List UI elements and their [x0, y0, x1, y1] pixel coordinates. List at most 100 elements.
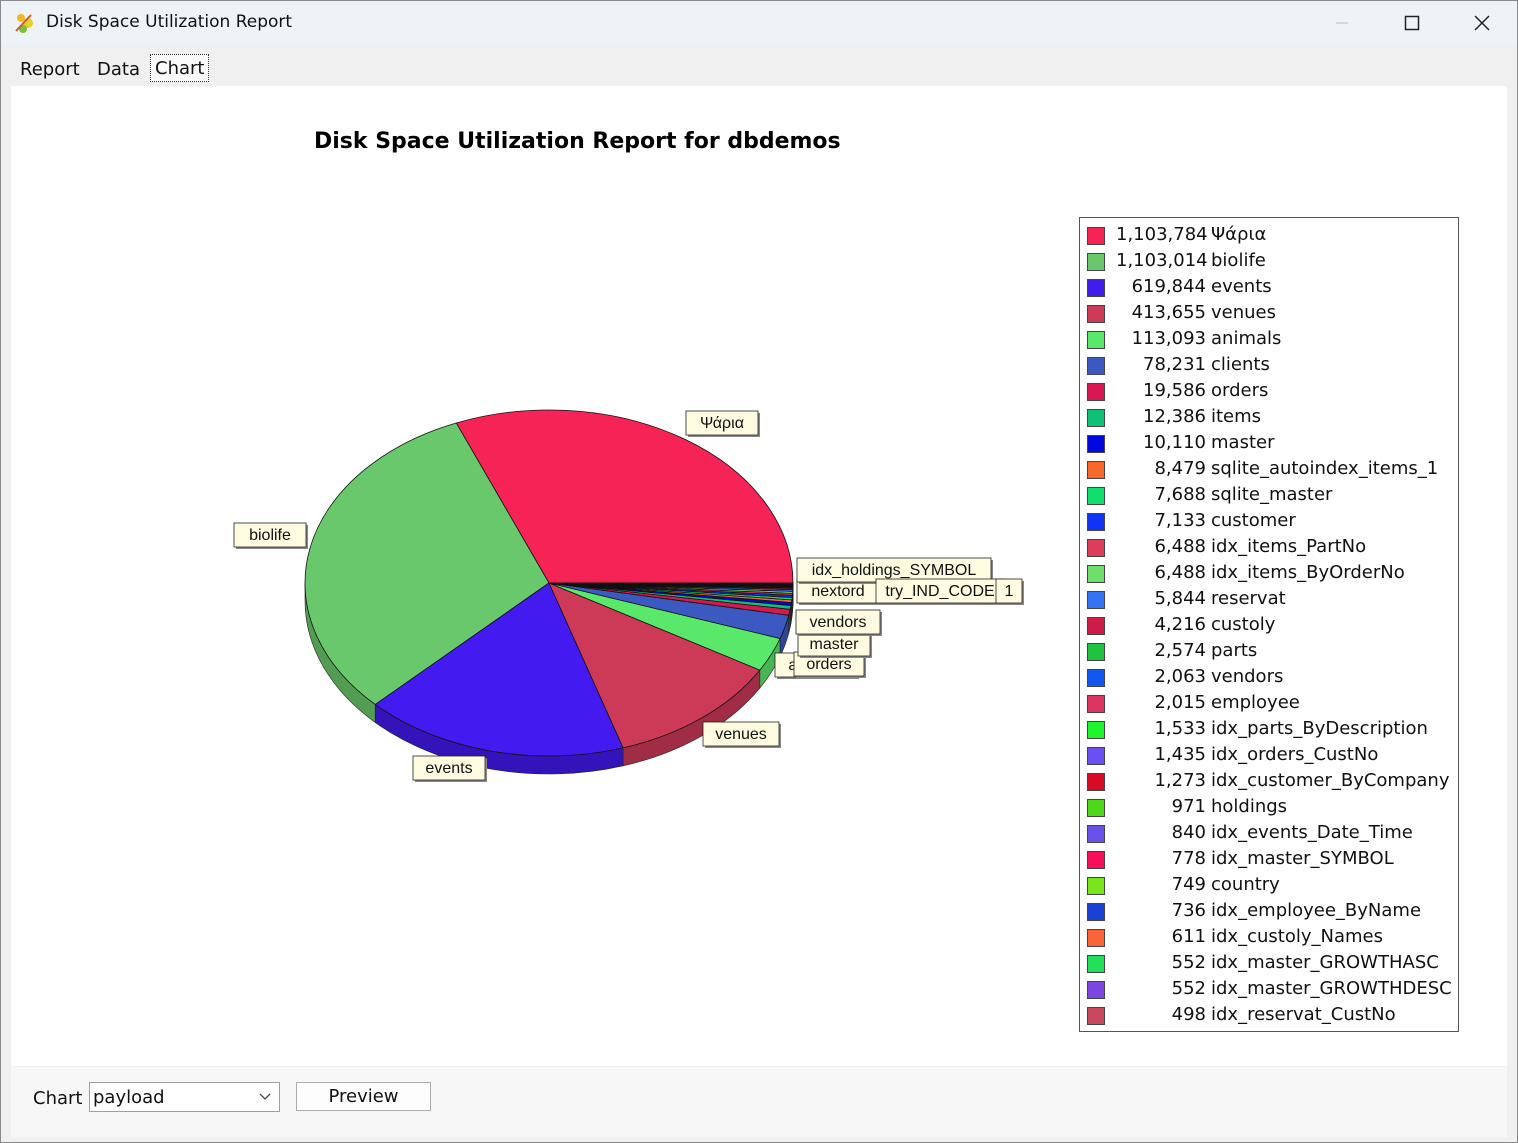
chart-legend: 1,103,784 Ψάρια 1,103,014 biolife 619,844 eve…	[1079, 217, 1459, 1032]
legend-value: 619,844	[1131, 276, 1206, 297]
legend-label: items	[1211, 406, 1262, 427]
legend-item: 78,231 clients	[1080, 351, 1458, 377]
callout-label-9: idx_holdings_SYMBOL	[812, 562, 977, 579]
legend-item: 2,574 parts	[1080, 637, 1458, 663]
legend-swatch	[1087, 669, 1105, 687]
legend-item: 8,479 sqlite_autoindex_items_1	[1080, 455, 1458, 481]
legend-label: clients	[1211, 354, 1270, 375]
legend-label: sqlite_autoindex_items_1	[1211, 458, 1439, 479]
legend-value: 113,093	[1131, 328, 1206, 349]
legend-value: 7,688	[1154, 484, 1206, 505]
window-title: Disk Space Utilization Report	[46, 12, 293, 32]
legend-swatch	[1087, 1007, 1105, 1025]
callout-label-10: try_IND_CODE	[885, 583, 994, 600]
tab-report[interactable]: Report	[20, 58, 80, 80]
legend-value: 749	[1171, 874, 1206, 895]
legend-value: 611	[1171, 926, 1206, 947]
callout-0: Ψάρια	[685, 410, 760, 437]
legend-value: 1,533	[1154, 718, 1206, 739]
legend-swatch	[1087, 435, 1105, 453]
legend-value: 552	[1171, 978, 1206, 999]
legend-swatch	[1087, 955, 1105, 973]
callout-2: events	[412, 755, 487, 782]
tab-chart[interactable]: Chart	[150, 54, 210, 82]
legend-item: 2,015 employee	[1080, 689, 1458, 715]
legend-label: idx_items_ByOrderNo	[1211, 562, 1405, 583]
legend-label: biolife	[1211, 250, 1266, 271]
preview-button[interactable]: Preview	[296, 1082, 431, 1111]
legend-swatch	[1087, 929, 1105, 947]
legend-item: 1,533 idx_parts_ByDescription	[1080, 715, 1458, 741]
callout-label-1: biolife	[249, 527, 291, 544]
legend-label: events	[1211, 276, 1272, 297]
legend-label: master	[1211, 432, 1275, 453]
legend-value: 2,063	[1154, 666, 1206, 687]
legend-label: country	[1211, 874, 1280, 895]
chart-title: Disk Space Utilization Report for dbdemo…	[314, 129, 841, 154]
legend-label: idx_items_PartNo	[1211, 536, 1367, 557]
legend-label: idx_master_SYMBOL	[1211, 848, 1394, 869]
legend-item: 778 idx_master_SYMBOL	[1080, 845, 1458, 871]
legend-value: 8,479	[1154, 458, 1206, 479]
legend-item: 498 idx_reservat_CustNo	[1080, 1001, 1458, 1027]
legend-item: 5,844 reservat	[1080, 585, 1458, 611]
legend-item: 552 idx_master_GROWTHASC	[1080, 949, 1458, 975]
legend-value: 1,103,014	[1116, 250, 1208, 271]
maximize-icon	[1404, 15, 1420, 31]
legend-value: 2,574	[1154, 640, 1206, 661]
legend-item: 10,110 master	[1080, 429, 1458, 455]
callout-label-3: venues	[715, 726, 767, 743]
legend-item: 6,488 idx_items_ByOrderNo	[1080, 559, 1458, 585]
chart-select[interactable]: payload	[89, 1082, 280, 1112]
legend-swatch	[1087, 227, 1105, 245]
legend-item: 1,103,784 Ψάρια	[1080, 221, 1458, 247]
legend-item: 552 idx_master_GROWTHDESC	[1080, 975, 1458, 1001]
legend-item: 6,488 idx_items_PartNo	[1080, 533, 1458, 559]
callout-label-6: master	[810, 636, 860, 653]
chart-select-label: Chart	[33, 1088, 83, 1109]
legend-item: 736 idx_employee_ByName	[1080, 897, 1458, 923]
legend-swatch	[1087, 539, 1105, 557]
legend-label: holdings	[1211, 796, 1288, 817]
legend-value: 78,231	[1143, 354, 1206, 375]
legend-value: 971	[1171, 796, 1206, 817]
app-icon	[15, 14, 33, 33]
legend-swatch	[1087, 773, 1105, 791]
legend-value: 10,110	[1143, 432, 1206, 453]
legend-label: idx_employee_ByName	[1211, 900, 1422, 921]
legend-label: employee	[1211, 692, 1300, 713]
chevron-down-icon	[259, 1093, 271, 1100]
legend-value: 19,586	[1143, 380, 1206, 401]
legend-value: 1,273	[1154, 770, 1206, 791]
callout-label-5: orders	[806, 656, 851, 673]
legend-item: 619,844 events	[1080, 273, 1458, 299]
callout-3: venues	[702, 721, 781, 748]
legend-label: Ψάρια	[1211, 224, 1267, 245]
legend-label: idx_reservat_CustNo	[1211, 1004, 1396, 1025]
legend-label: idx_master_GROWTHDESC	[1211, 978, 1452, 999]
legend-swatch	[1087, 695, 1105, 713]
legend-swatch	[1087, 851, 1105, 869]
legend-swatch	[1087, 487, 1105, 505]
legend-swatch	[1087, 357, 1105, 375]
legend-swatch	[1087, 799, 1105, 817]
legend-value: 1,435	[1154, 744, 1206, 765]
minimize-button[interactable]	[1307, 1, 1377, 45]
legend-label: parts	[1211, 640, 1258, 661]
legend-value: 4,216	[1154, 614, 1206, 635]
legend-swatch	[1087, 383, 1105, 401]
callout-label-2: events	[425, 760, 472, 777]
tab-data[interactable]: Data	[97, 58, 140, 80]
legend-value: 413,655	[1131, 302, 1206, 323]
legend-swatch	[1087, 747, 1105, 765]
legend-label: idx_master_GROWTHASC	[1211, 952, 1439, 973]
pie-slice-0	[455, 409, 794, 584]
legend-value: 2,015	[1154, 692, 1206, 713]
legend-item: 840 idx_events_Date_Time	[1080, 819, 1458, 845]
legend-value: 6,488	[1154, 562, 1206, 583]
legend-item: 413,655 venues	[1080, 299, 1458, 325]
maximize-button[interactable]	[1377, 1, 1447, 45]
close-button[interactable]	[1447, 1, 1517, 45]
legend-swatch	[1087, 565, 1105, 583]
legend-value: 6,488	[1154, 536, 1206, 557]
